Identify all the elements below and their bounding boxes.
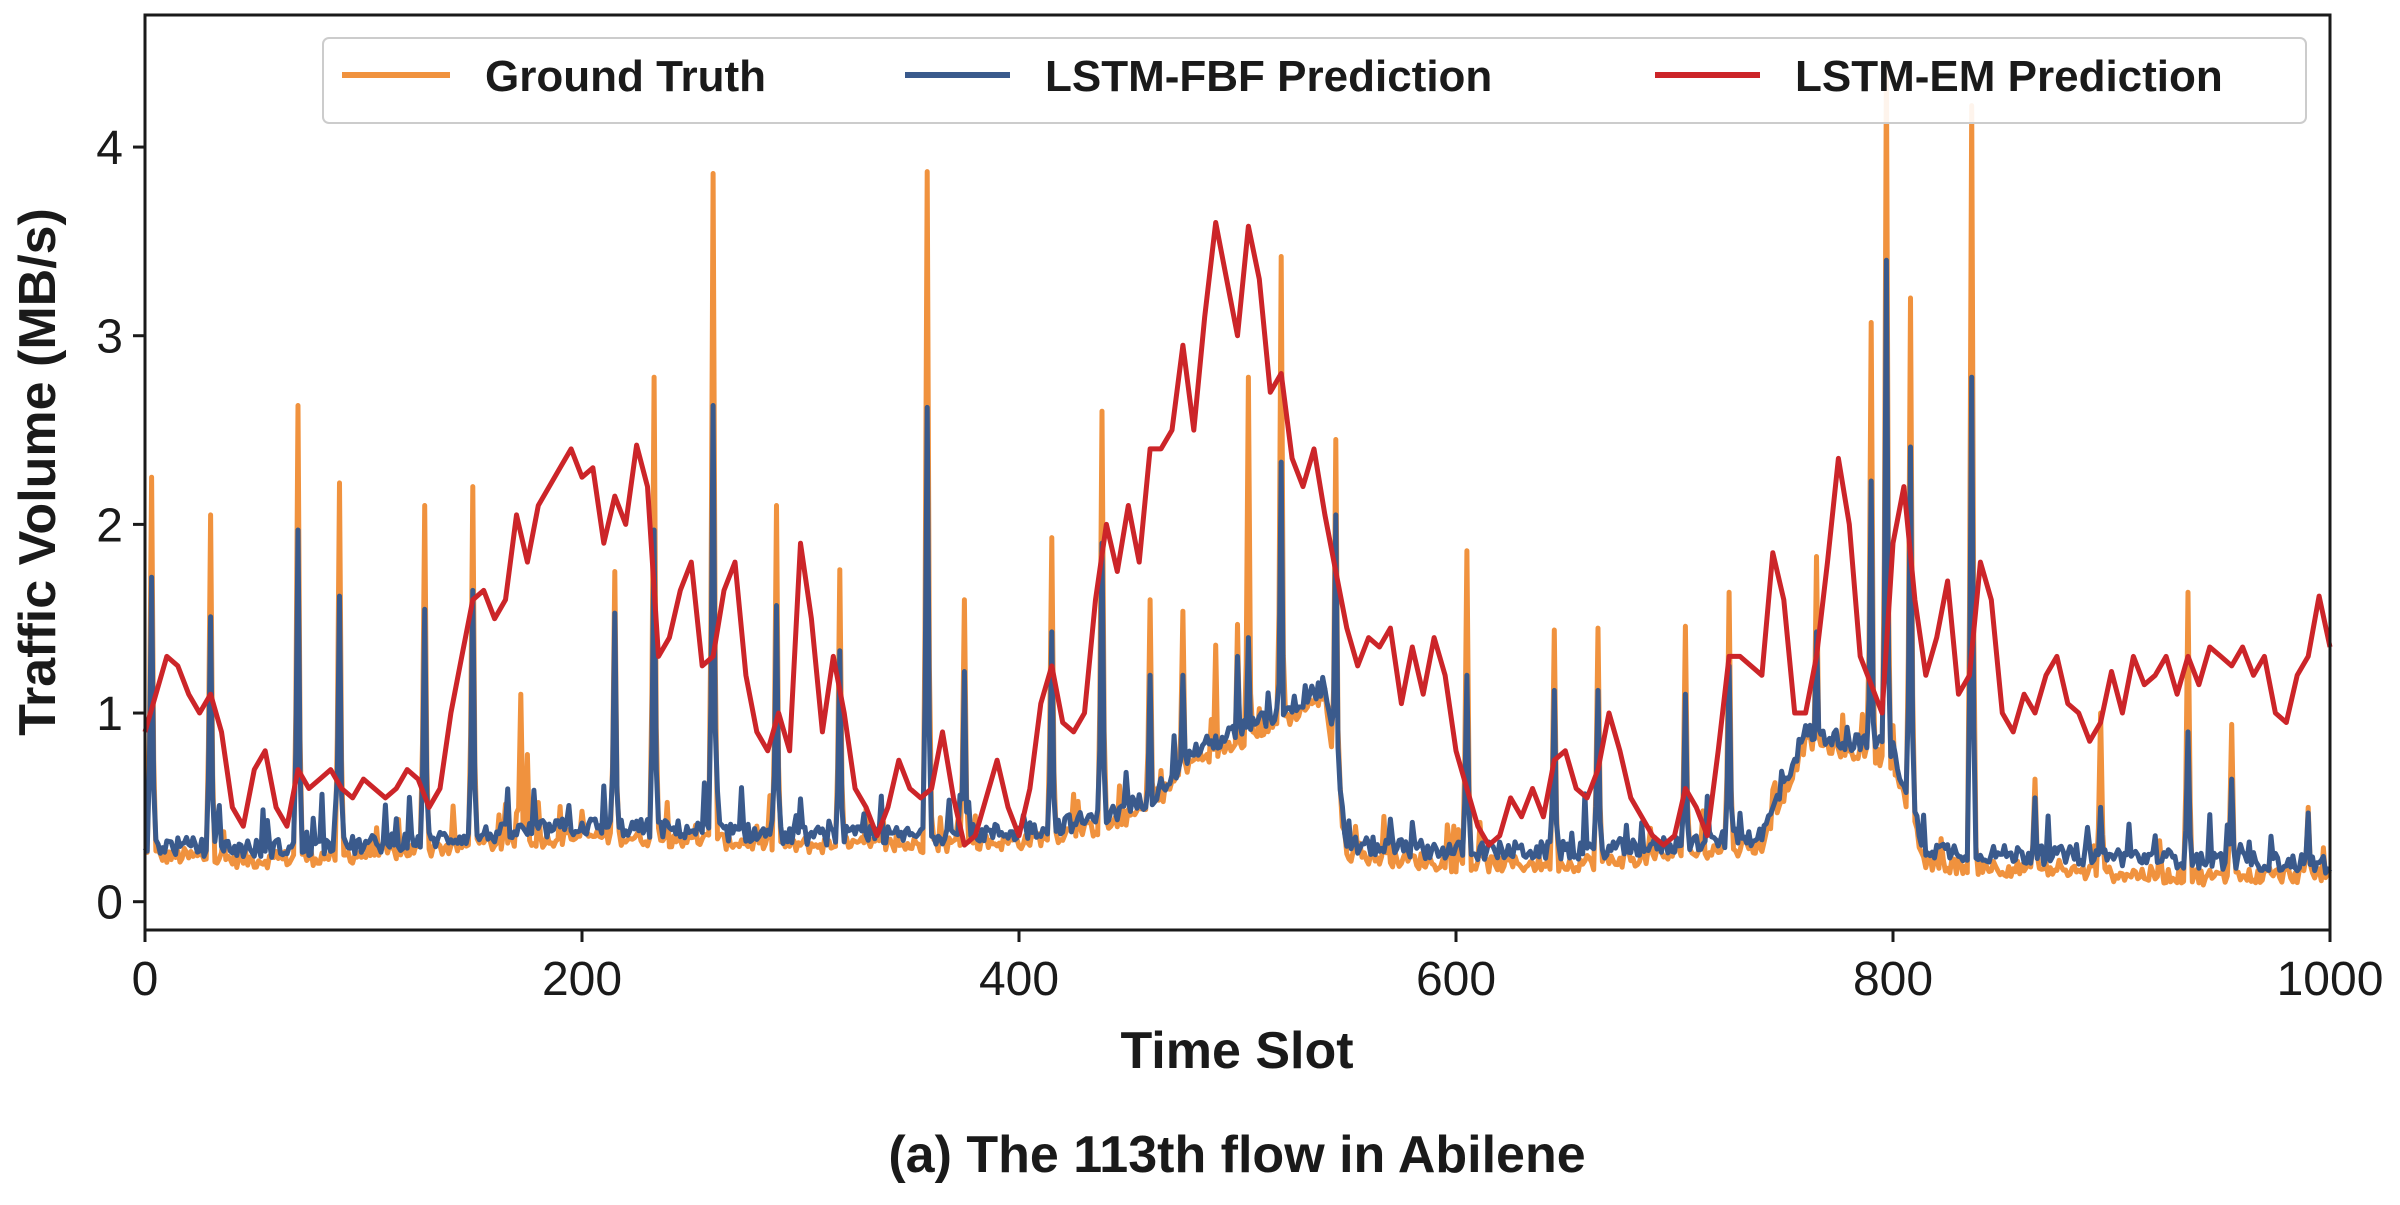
x-tick-label: 1000 <box>2277 953 2384 1006</box>
y-tick-label: 1 <box>96 688 123 741</box>
x-axis-title: Time Slot <box>1120 1022 1353 1080</box>
x-axis: 0 200 400 600 800 1000 <box>132 930 2384 1006</box>
legend-label-ground-truth: Ground Truth <box>485 52 766 101</box>
series-line-lstm-fbf <box>142 257 2333 876</box>
y-tick-label: 3 <box>96 311 123 364</box>
x-tick-label: 400 <box>979 953 1059 1006</box>
series-line-lstm-em <box>142 220 2333 848</box>
x-tick-label: 800 <box>1853 953 1933 1006</box>
y-axis: 0 1 2 3 4 <box>96 122 145 930</box>
y-tick-label: 0 <box>96 877 123 930</box>
plot-frame <box>143 13 2332 932</box>
x-tick-label: 600 <box>1416 953 1496 1006</box>
y-tick-label: 4 <box>96 122 123 175</box>
x-tick-label: 200 <box>542 953 622 1006</box>
legend-label-lstm-fbf: LSTM-FBF Prediction <box>1045 52 1492 101</box>
y-axis-title: Traffic Volume (MB/s) <box>9 208 67 736</box>
legend: Ground Truth LSTM-FBF Prediction LSTM-EM… <box>322 37 2307 124</box>
y-tick-label: 2 <box>96 499 123 552</box>
chart-caption: (a) The 113th flow in Abilene <box>888 1126 1585 1184</box>
series-layer <box>142 59 2333 888</box>
legend-label-lstm-em: LSTM-EM Prediction <box>1795 52 2223 101</box>
legend-box <box>322 37 2307 124</box>
x-tick-label: 0 <box>132 953 159 1006</box>
